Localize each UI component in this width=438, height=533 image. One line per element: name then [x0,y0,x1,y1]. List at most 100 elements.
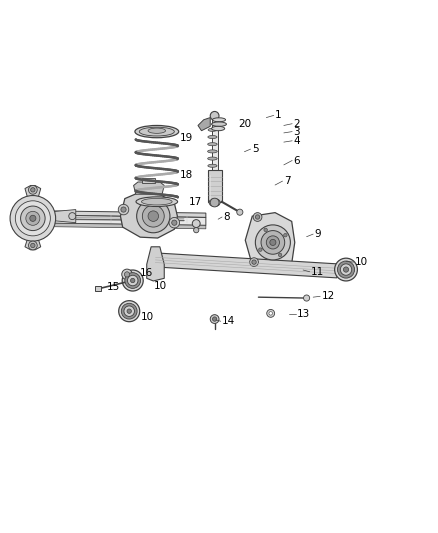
Circle shape [122,270,143,291]
Circle shape [264,228,267,232]
Text: 5: 5 [252,144,258,154]
Polygon shape [17,215,206,225]
Circle shape [125,273,141,288]
Ellipse shape [135,125,179,138]
Circle shape [261,231,285,254]
Circle shape [212,317,217,321]
Circle shape [284,233,287,237]
Circle shape [194,228,199,233]
Circle shape [255,225,290,260]
Polygon shape [51,209,76,223]
Circle shape [335,258,357,281]
Polygon shape [198,118,210,131]
Text: 12: 12 [321,291,335,301]
Text: 17: 17 [189,197,202,207]
Bar [212,118,218,170]
Circle shape [124,306,134,317]
Circle shape [279,253,282,257]
Circle shape [31,243,35,248]
Circle shape [124,272,130,277]
Circle shape [172,220,177,225]
Text: 15: 15 [106,281,120,292]
Circle shape [304,295,310,301]
Polygon shape [155,253,338,278]
Circle shape [340,264,352,275]
Circle shape [210,198,219,207]
Circle shape [127,275,138,286]
Text: 6: 6 [293,156,300,166]
Polygon shape [120,192,177,238]
Ellipse shape [208,143,217,146]
Circle shape [69,213,76,220]
Bar [142,178,155,183]
Ellipse shape [208,157,217,160]
Circle shape [26,211,40,225]
Circle shape [267,310,275,317]
Polygon shape [134,182,164,194]
Bar [208,170,222,201]
Text: 20: 20 [238,119,251,129]
Text: 10: 10 [355,257,368,267]
Polygon shape [245,213,295,269]
Text: 9: 9 [314,229,321,239]
Circle shape [250,258,258,266]
Circle shape [28,241,37,250]
Circle shape [118,204,129,215]
Ellipse shape [208,135,217,139]
Text: 3: 3 [293,127,300,136]
Circle shape [121,303,137,319]
Circle shape [237,209,243,215]
Text: 7: 7 [284,176,290,186]
Circle shape [258,248,262,252]
Text: 10: 10 [154,281,167,291]
Polygon shape [147,247,164,281]
Circle shape [127,309,131,313]
Circle shape [253,213,262,221]
Circle shape [30,215,36,221]
Text: 11: 11 [311,266,324,277]
Circle shape [210,111,219,120]
Polygon shape [25,185,41,201]
Text: 13: 13 [297,309,310,319]
Ellipse shape [208,128,217,131]
Circle shape [192,220,200,228]
Ellipse shape [212,126,225,131]
Circle shape [169,217,180,228]
Circle shape [15,201,50,236]
Text: 2: 2 [293,119,300,128]
Circle shape [338,261,355,278]
Ellipse shape [139,127,174,136]
Circle shape [148,211,159,221]
Ellipse shape [209,199,220,206]
Circle shape [122,269,132,280]
Circle shape [119,301,140,322]
Ellipse shape [141,198,172,205]
Text: 8: 8 [223,212,230,222]
Text: 18: 18 [180,171,193,180]
Text: 1: 1 [275,110,282,120]
Circle shape [137,199,170,233]
Ellipse shape [208,150,217,153]
Circle shape [269,312,272,315]
Polygon shape [17,223,206,229]
Circle shape [266,236,279,249]
Circle shape [210,314,219,324]
Circle shape [28,185,37,194]
Circle shape [10,196,56,241]
Circle shape [343,267,349,272]
Text: 19: 19 [180,133,193,143]
Polygon shape [17,211,206,217]
Ellipse shape [136,197,178,206]
Text: 16: 16 [140,268,153,278]
Circle shape [31,188,35,192]
Circle shape [252,260,256,264]
Ellipse shape [212,118,226,122]
Ellipse shape [208,164,217,167]
Circle shape [255,215,260,219]
Ellipse shape [212,122,226,126]
Circle shape [21,206,45,231]
Text: 14: 14 [222,316,235,326]
Circle shape [142,205,164,227]
Bar [95,286,101,291]
Text: 4: 4 [293,136,300,146]
